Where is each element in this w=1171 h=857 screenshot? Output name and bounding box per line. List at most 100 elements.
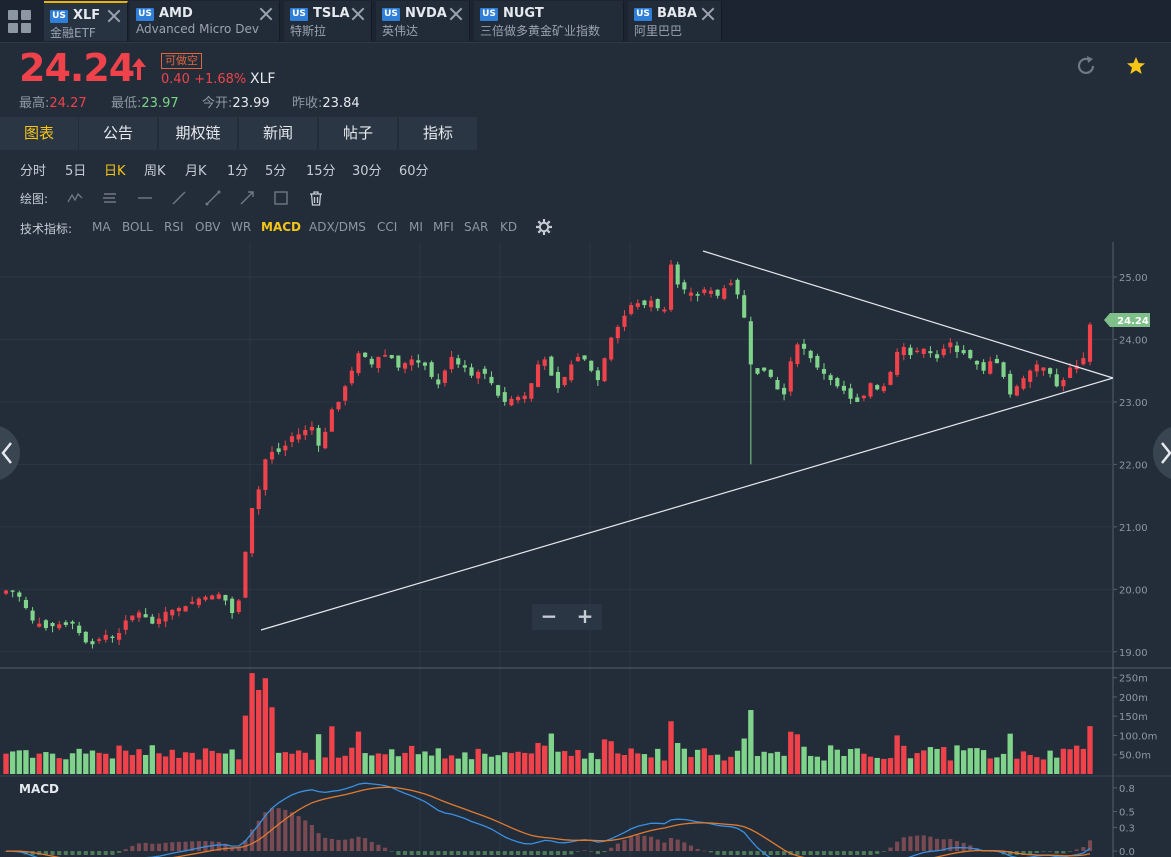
chevron-left-icon: [1, 442, 12, 464]
nav-options[interactable]: 期权链: [159, 117, 237, 150]
volume-bar: [1067, 749, 1073, 774]
settings-gear-icon[interactable]: [535, 218, 553, 236]
polyline-tool-icon[interactable]: [66, 189, 84, 207]
candle-body: [196, 598, 201, 606]
close-icon[interactable]: [259, 7, 273, 21]
candle-body: [223, 594, 228, 601]
nav-chart[interactable]: 图表: [0, 117, 78, 150]
period-60min[interactable]: 60分: [399, 164, 429, 179]
nav-indicators[interactable]: 指标: [399, 117, 477, 150]
indicator-obv[interactable]: OBV: [195, 220, 221, 234]
quote-symbol: XLF: [250, 71, 276, 87]
candle-body: [655, 299, 660, 309]
open-value: 23.99: [232, 96, 270, 111]
volume-bar: [714, 754, 721, 774]
candle-body: [961, 350, 966, 354]
segment-tool-icon[interactable]: [204, 189, 222, 207]
indicator-mi[interactable]: MI: [409, 220, 423, 234]
macd-histogram-bar: [509, 851, 514, 855]
indicator-cci[interactable]: CCI: [377, 220, 398, 234]
period-5day[interactable]: 5日: [65, 164, 87, 179]
stock-tab[interactable]: US BABA 阿里巴巴: [628, 1, 722, 41]
close-icon[interactable]: [107, 9, 121, 23]
low-value: 23.97: [141, 96, 179, 111]
macd-histogram-bar: [1021, 851, 1026, 855]
parallel-lines-tool-icon[interactable]: [101, 189, 119, 207]
scroll-right-button[interactable]: [1153, 425, 1171, 481]
candle-body: [203, 596, 208, 600]
trash-icon[interactable]: [307, 189, 325, 207]
candle-body: [289, 436, 295, 442]
nav-news[interactable]: 新闻: [239, 117, 317, 150]
volume-bar: [681, 748, 687, 774]
volume-bar: [422, 751, 428, 774]
zoom-in-button[interactable]: +: [576, 604, 594, 628]
stock-tab[interactable]: US NUGT 三倍做多黄金矿业指数: [474, 1, 624, 41]
macd-histogram-bar: [895, 841, 900, 852]
close-icon[interactable]: [449, 7, 463, 21]
zoom-out-button[interactable]: −: [540, 604, 558, 628]
tab-symbol: BABA: [657, 6, 697, 21]
indicator-wr[interactable]: WR: [231, 220, 252, 234]
candle-body: [30, 610, 35, 621]
grid-menu-icon[interactable]: [8, 10, 32, 34]
indicator-sar[interactable]: SAR: [464, 220, 489, 234]
period-30min[interactable]: 30分: [352, 164, 382, 179]
candle-body: [283, 445, 288, 451]
close-icon[interactable]: [351, 7, 365, 21]
volume-bar: [1087, 726, 1093, 774]
refresh-icon[interactable]: [1075, 55, 1097, 77]
period-daily[interactable]: 日K: [104, 164, 126, 179]
volume-bar: [881, 758, 887, 774]
indicator-label: 技术指标:: [20, 222, 73, 236]
day-low-stat: 最低:23.97: [111, 92, 179, 111]
macd-histogram-bar: [948, 839, 953, 852]
period-15min[interactable]: 15分: [306, 164, 336, 179]
candle-body: [343, 386, 348, 401]
indicator-mfi[interactable]: MFI: [433, 220, 454, 234]
close-icon[interactable]: [701, 7, 715, 21]
candle-body: [1067, 367, 1073, 378]
volume-bar: [894, 735, 900, 774]
period-5min[interactable]: 5分: [265, 164, 287, 179]
rectangle-tool-icon[interactable]: [272, 189, 290, 207]
trend-line-tool-icon[interactable]: [170, 189, 188, 207]
volume-bar: [861, 753, 867, 774]
tab-name: Advanced Micro Dev: [136, 22, 259, 36]
period-weekly[interactable]: 周K: [144, 164, 166, 179]
indicator-boll[interactable]: BOLL: [122, 220, 153, 234]
triangle-trendlines: [260, 250, 1114, 631]
period-intraday[interactable]: 分时: [20, 164, 47, 179]
period-1min[interactable]: 1分: [227, 164, 249, 179]
candle-body: [775, 379, 780, 390]
macd-histogram-bar: [775, 851, 780, 855]
stock-tab[interactable]: US XLF 金融ETF: [44, 1, 128, 41]
indicator-kd[interactable]: KD: [500, 220, 518, 234]
stock-chart[interactable]: 25.00 24.00 23.00 22.00 21.00 20.00 19.00 250m 2…: [0, 240, 1171, 857]
macd-histogram-bar: [363, 838, 368, 852]
indicator-macd[interactable]: MACD: [261, 220, 301, 234]
stock-tab[interactable]: US TSLA 特斯拉: [284, 1, 372, 41]
stock-tab[interactable]: US NVDA 英伟达: [376, 1, 470, 41]
macd-histogram-bar: [855, 851, 860, 855]
volume-bar: [748, 709, 754, 774]
candle-body: [156, 618, 162, 624]
candle-body: [974, 360, 980, 365]
indicator-adx-dms[interactable]: ADX/DMS: [309, 220, 366, 234]
indicator-rsi[interactable]: RSI: [164, 220, 184, 234]
candle-body: [589, 360, 594, 371]
nav-announcements[interactable]: 公告: [79, 117, 157, 150]
indicator-ma[interactable]: MA: [92, 220, 111, 234]
stock-tab[interactable]: US AMD Advanced Micro Dev: [130, 1, 280, 41]
prev-close-stat: 昨收:23.84: [292, 92, 360, 111]
candle-body: [555, 371, 561, 389]
scroll-left-button[interactable]: [0, 425, 20, 481]
ray-tool-icon[interactable]: [238, 189, 256, 207]
macd-histogram-bar: [609, 847, 614, 852]
horizontal-line-tool-icon[interactable]: [136, 189, 154, 207]
favorite-star-icon[interactable]: [1125, 55, 1147, 77]
candle-body: [688, 292, 694, 296]
nav-posts[interactable]: 帖子: [319, 117, 397, 150]
period-monthly[interactable]: 月K: [185, 164, 207, 179]
tab-name: 阿里巴巴: [634, 24, 683, 38]
